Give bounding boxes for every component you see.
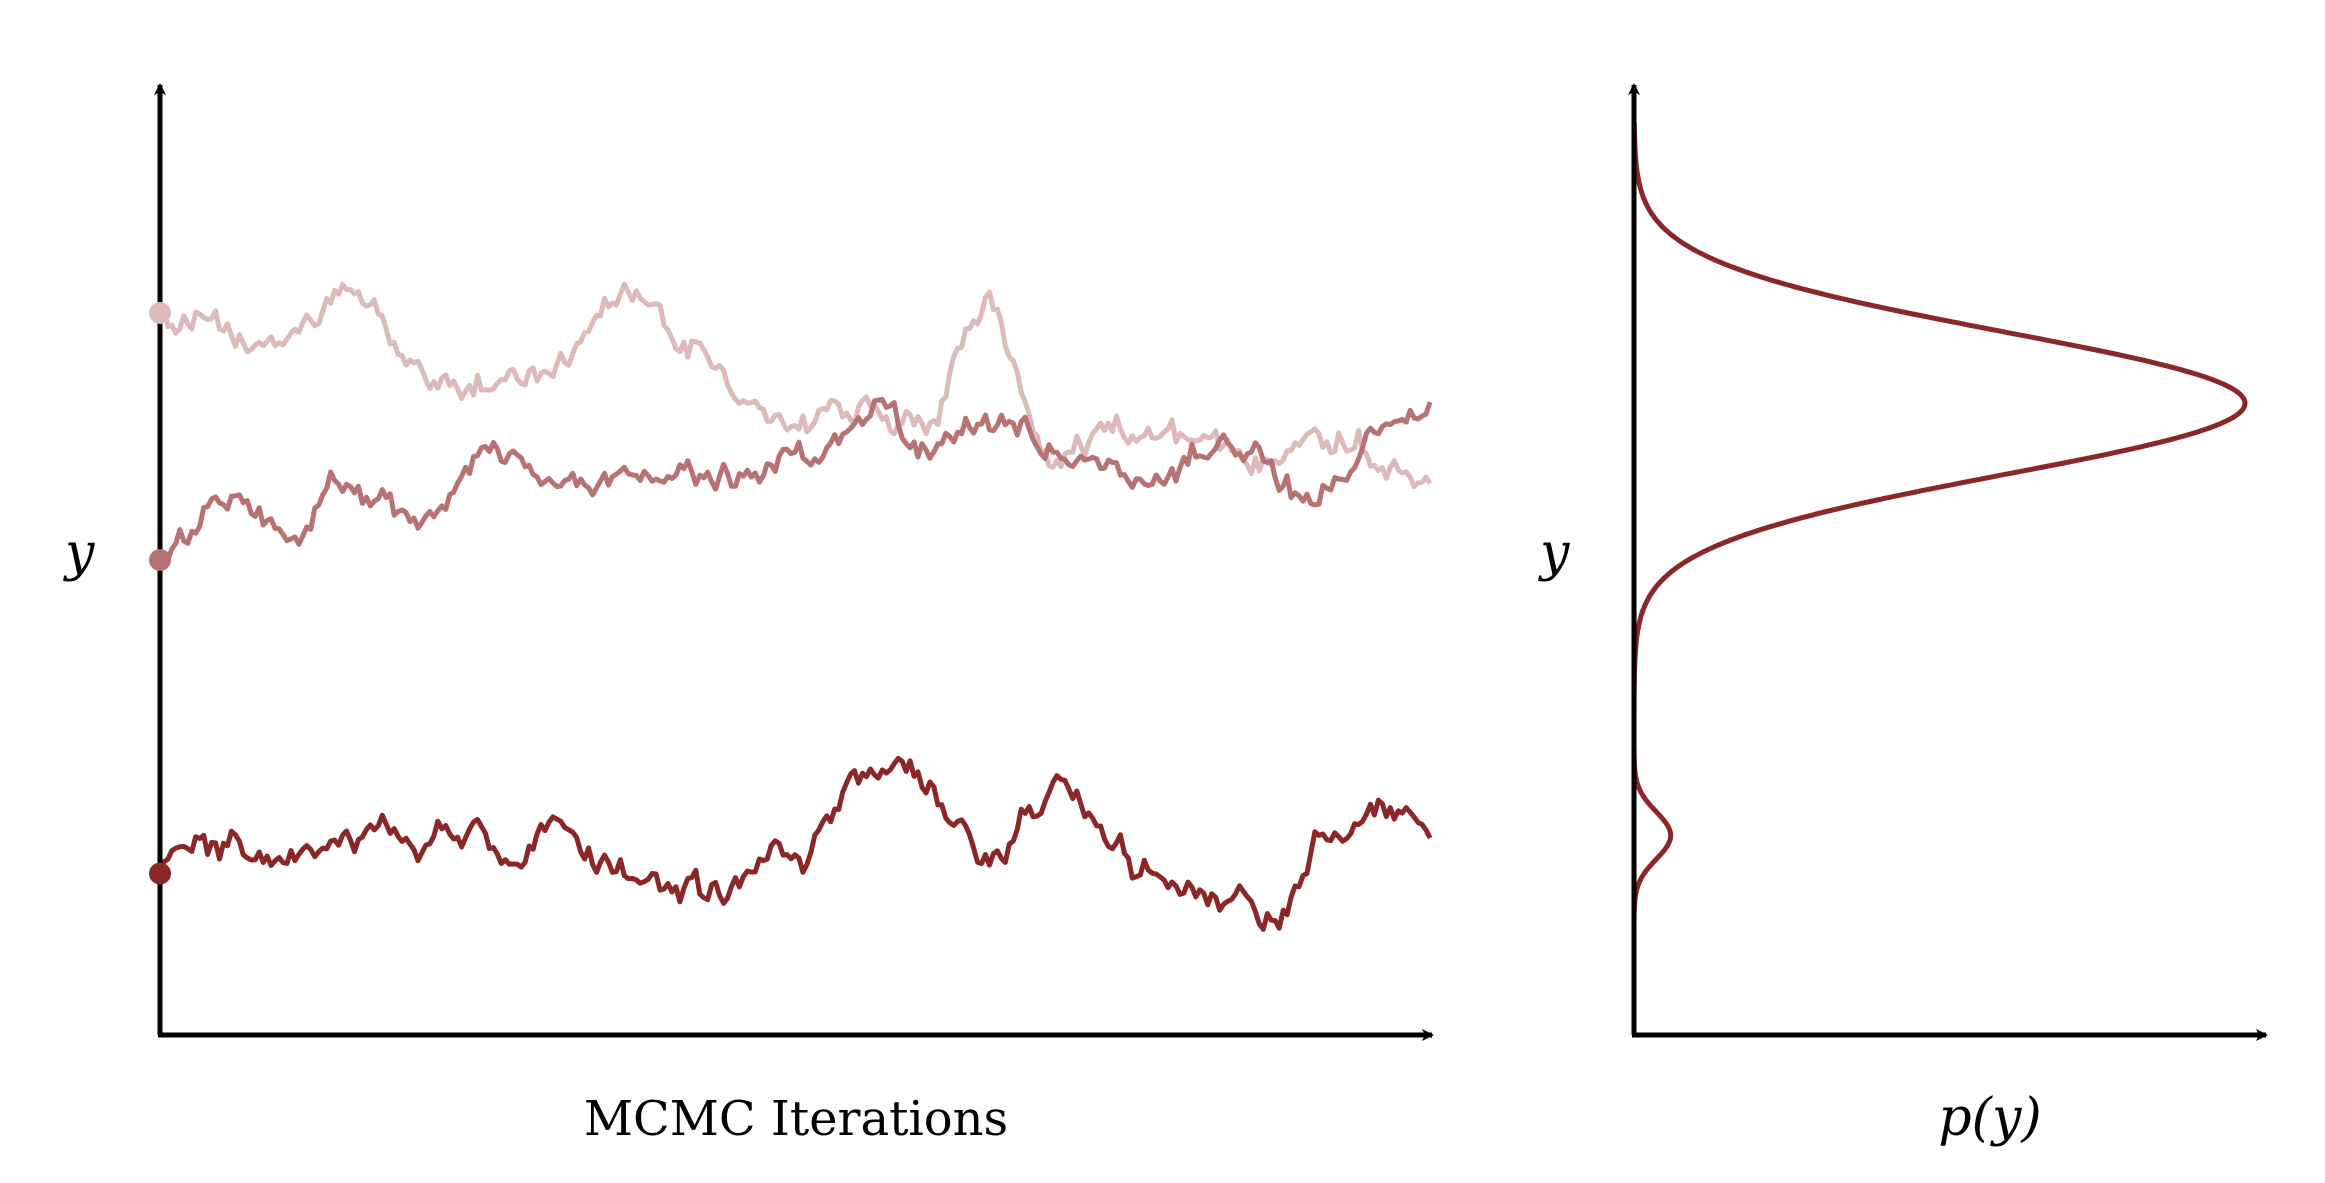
density-plot: y p(y) bbox=[1538, 83, 2268, 1148]
density-x-axis-label: p(y) bbox=[1938, 1088, 2041, 1148]
chain-trace-3 bbox=[157, 755, 1433, 932]
trace-x-axis-label: MCMC Iterations bbox=[584, 1091, 1008, 1147]
trace-y-axis-label: y bbox=[63, 523, 95, 583]
density-y-axis-label: y bbox=[1538, 523, 1570, 583]
chain-start-point-3 bbox=[149, 862, 171, 885]
chain-start-points bbox=[149, 302, 171, 885]
trace-plot: y MCMC Iterations bbox=[63, 83, 1434, 1147]
chain-start-point-1 bbox=[149, 302, 171, 324]
density-curve bbox=[1631, 123, 2248, 1035]
chain-traces bbox=[157, 281, 1433, 932]
chain-trace-2 bbox=[159, 397, 1433, 563]
chain-start-point-2 bbox=[149, 549, 171, 571]
